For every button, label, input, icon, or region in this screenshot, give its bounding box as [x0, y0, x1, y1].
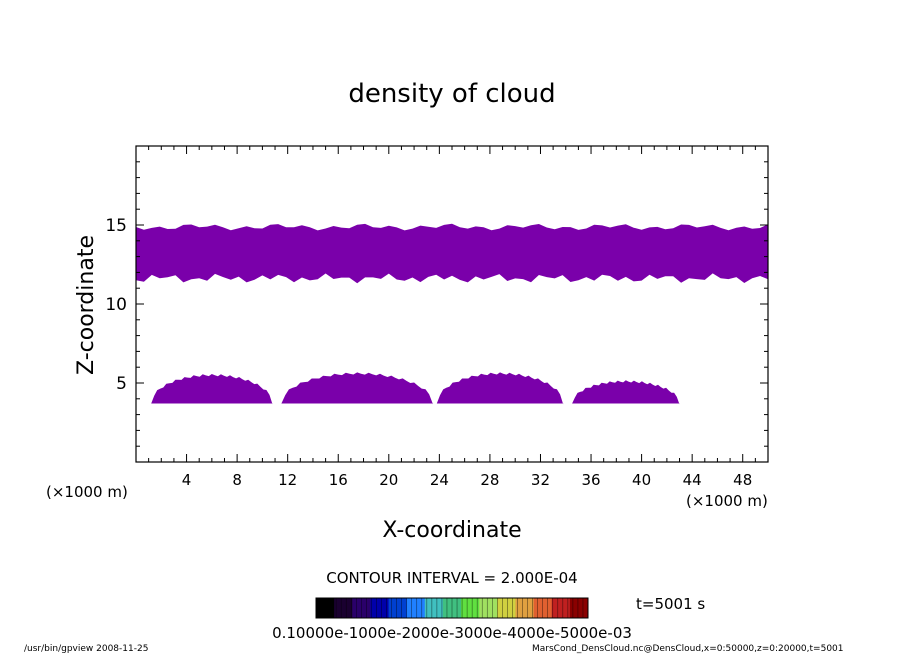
colorbar-swatch: [569, 598, 589, 618]
x-tick-label: 48: [733, 471, 752, 489]
colorbar-swatch: [424, 598, 444, 618]
x-tick-label: 40: [632, 471, 651, 489]
x-tick-label: 12: [278, 471, 297, 489]
colorbar-swatch: [515, 598, 535, 618]
x-tick-label: 8: [232, 471, 242, 489]
cloud-dome-2: [281, 372, 434, 405]
footer-left: /usr/bin/gpview 2008-11-25: [24, 644, 148, 654]
chart-title: density of cloud: [348, 79, 555, 109]
x-tick-label: 44: [683, 471, 702, 489]
colorbar-swatch: [316, 598, 335, 618]
x-tick-label: 24: [430, 471, 449, 489]
cloud-layer-1: [136, 223, 768, 284]
y-tick-label: 5: [116, 374, 127, 394]
y-tick-label: 10: [105, 295, 127, 315]
time-label: t=5001 s: [636, 595, 705, 613]
x-unit-right: (×1000 m): [686, 492, 768, 510]
colorbar-labels: 0.10000e-1000e-2000e-3000e-4000e-5000e-0…: [272, 624, 632, 642]
x-tick-label: 36: [581, 471, 600, 489]
x-tick-label: 28: [480, 471, 499, 489]
colorbar-swatch: [388, 598, 408, 618]
y-axis-label: Z-coordinate: [74, 235, 99, 375]
x-tick-label: 16: [329, 471, 348, 489]
x-tick-label: 4: [182, 471, 192, 489]
cloud-dome-4: [572, 380, 680, 405]
colorbar-swatch: [334, 598, 353, 618]
cloud-fill-regions: [136, 223, 768, 405]
x-tick-label: 20: [379, 471, 398, 489]
colorbar-swatch: [551, 598, 571, 618]
colorbar-swatch: [370, 598, 390, 618]
x-tick-labels: 4 8 12 16 20 24 28 32 36 40 44 48: [182, 471, 752, 489]
y-tick-label: 15: [105, 216, 127, 236]
x-tick-label: 32: [531, 471, 550, 489]
x-axis-label: X-coordinate: [382, 518, 521, 543]
colorbar-swatch: [406, 598, 426, 618]
colorbar-swatch: [479, 598, 498, 618]
colorbar-frame: [315, 597, 589, 619]
y-tick-labels: 5 10 15: [105, 216, 127, 394]
plot-frame: [135, 145, 769, 463]
cloud-dome-3: [436, 372, 564, 405]
x-unit-left: (×1000 m): [46, 483, 128, 501]
cloud-dome-1: [151, 374, 273, 405]
colorbar-swatch: [461, 598, 480, 618]
contour-interval: CONTOUR INTERVAL = 2.000E-04: [326, 569, 577, 587]
colorbar-swatch: [497, 598, 516, 618]
colorbar: [315, 598, 589, 618]
axis-ticks: [136, 146, 768, 462]
footer-right: MarsCond_DensCloud.nc@DensCloud,x=0:5000…: [532, 644, 844, 654]
